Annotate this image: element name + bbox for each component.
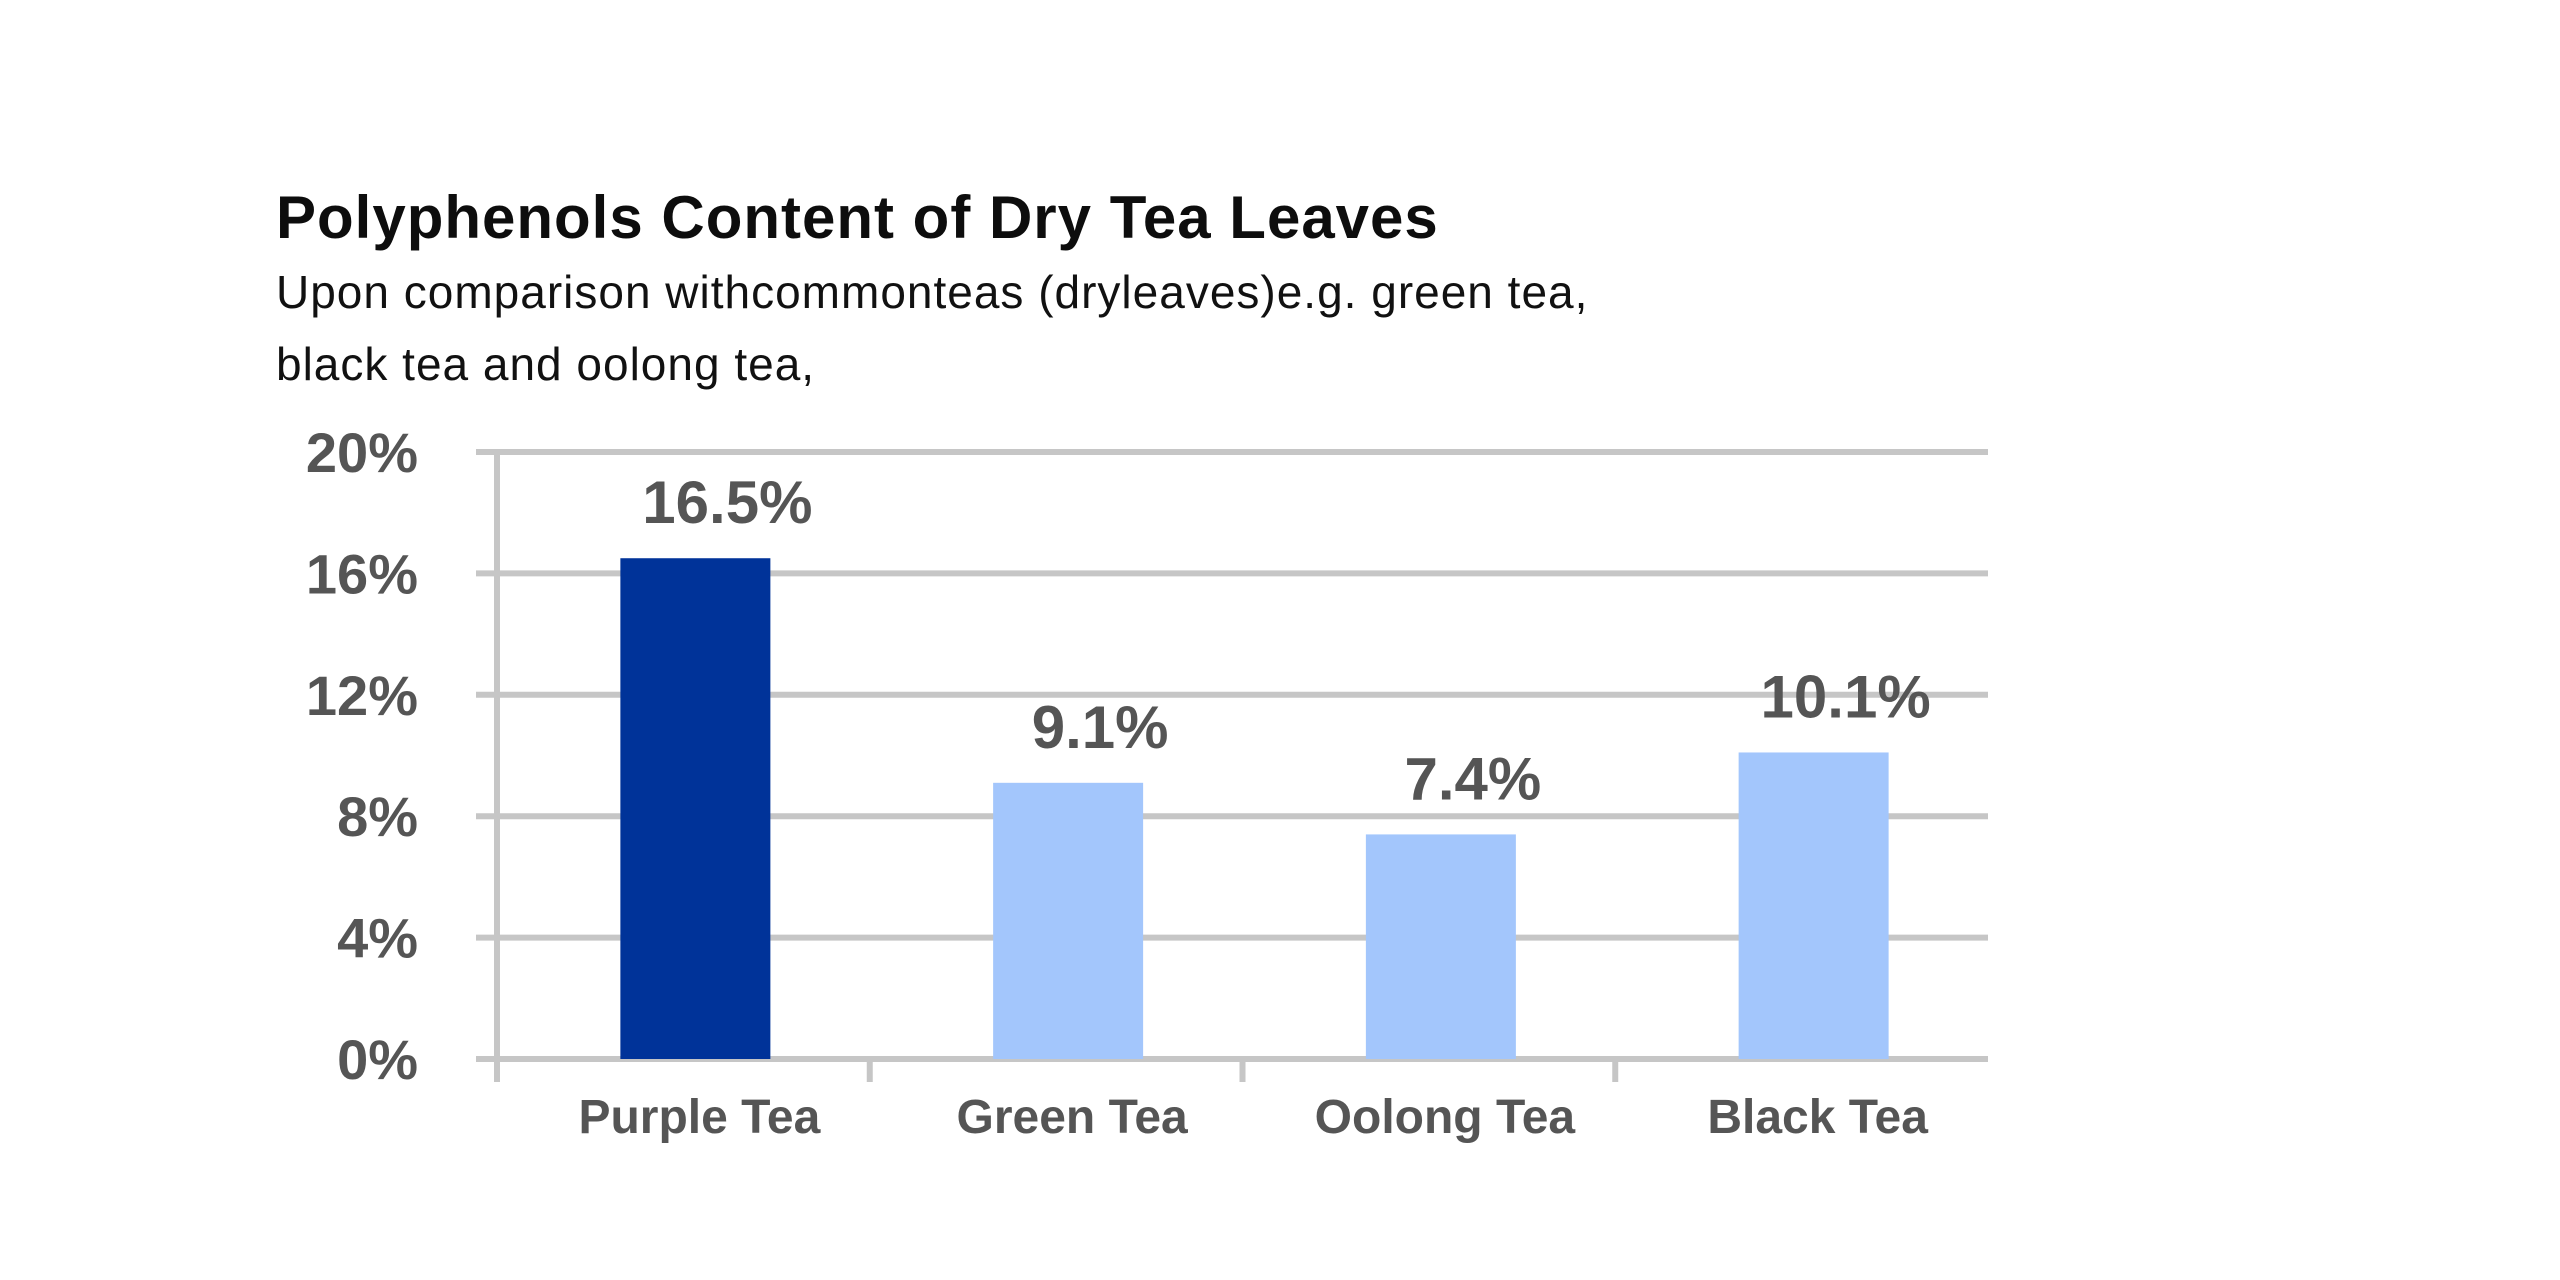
- x-axis-category-labels: Purple Tea Green Tea Oolong Tea Black Tea: [578, 1091, 1928, 1144]
- bar-value-label: 7.4%: [1404, 745, 1541, 812]
- bar: [620, 558, 771, 1059]
- y-axis-tick-labels: 0% 4% 8% 12% 16% 20%: [306, 421, 418, 1091]
- bar-value-label: 16.5%: [642, 469, 812, 536]
- bar: [1738, 752, 1889, 1059]
- x-category-label: Black Tea: [1707, 1091, 1928, 1144]
- chart-subtitle-line-1: Upon comparison withcommonteas (dryleave…: [276, 266, 1589, 318]
- chart-subtitle-line-2: black tea and oolong tea,: [276, 338, 816, 390]
- y-tick-label: 0%: [337, 1028, 418, 1091]
- y-tick-label: 8%: [337, 785, 418, 848]
- y-tick-label: 4%: [337, 907, 418, 970]
- axes: [494, 449, 1619, 1082]
- x-category-label: Green Tea: [957, 1091, 1189, 1144]
- x-category-label: Oolong Tea: [1315, 1091, 1576, 1144]
- bars: [620, 558, 1889, 1059]
- data-labels: 16.5% 9.1% 7.4% 10.1%: [642, 469, 1930, 812]
- y-tick-label: 12%: [306, 664, 418, 727]
- bar: [1365, 834, 1516, 1059]
- bar-value-label: 10.1%: [1761, 663, 1931, 730]
- x-category-label: Purple Tea: [578, 1091, 820, 1144]
- chart-subtitle: Upon comparison withcommonteas (dryleave…: [276, 256, 1976, 400]
- chart-title: Polyphenols Content of Dry Tea Leaves: [276, 184, 1439, 251]
- y-tick-label: 16%: [306, 542, 418, 605]
- y-tick-label: 20%: [306, 421, 418, 484]
- bar-value-label: 9.1%: [1032, 694, 1169, 761]
- bar: [993, 782, 1144, 1059]
